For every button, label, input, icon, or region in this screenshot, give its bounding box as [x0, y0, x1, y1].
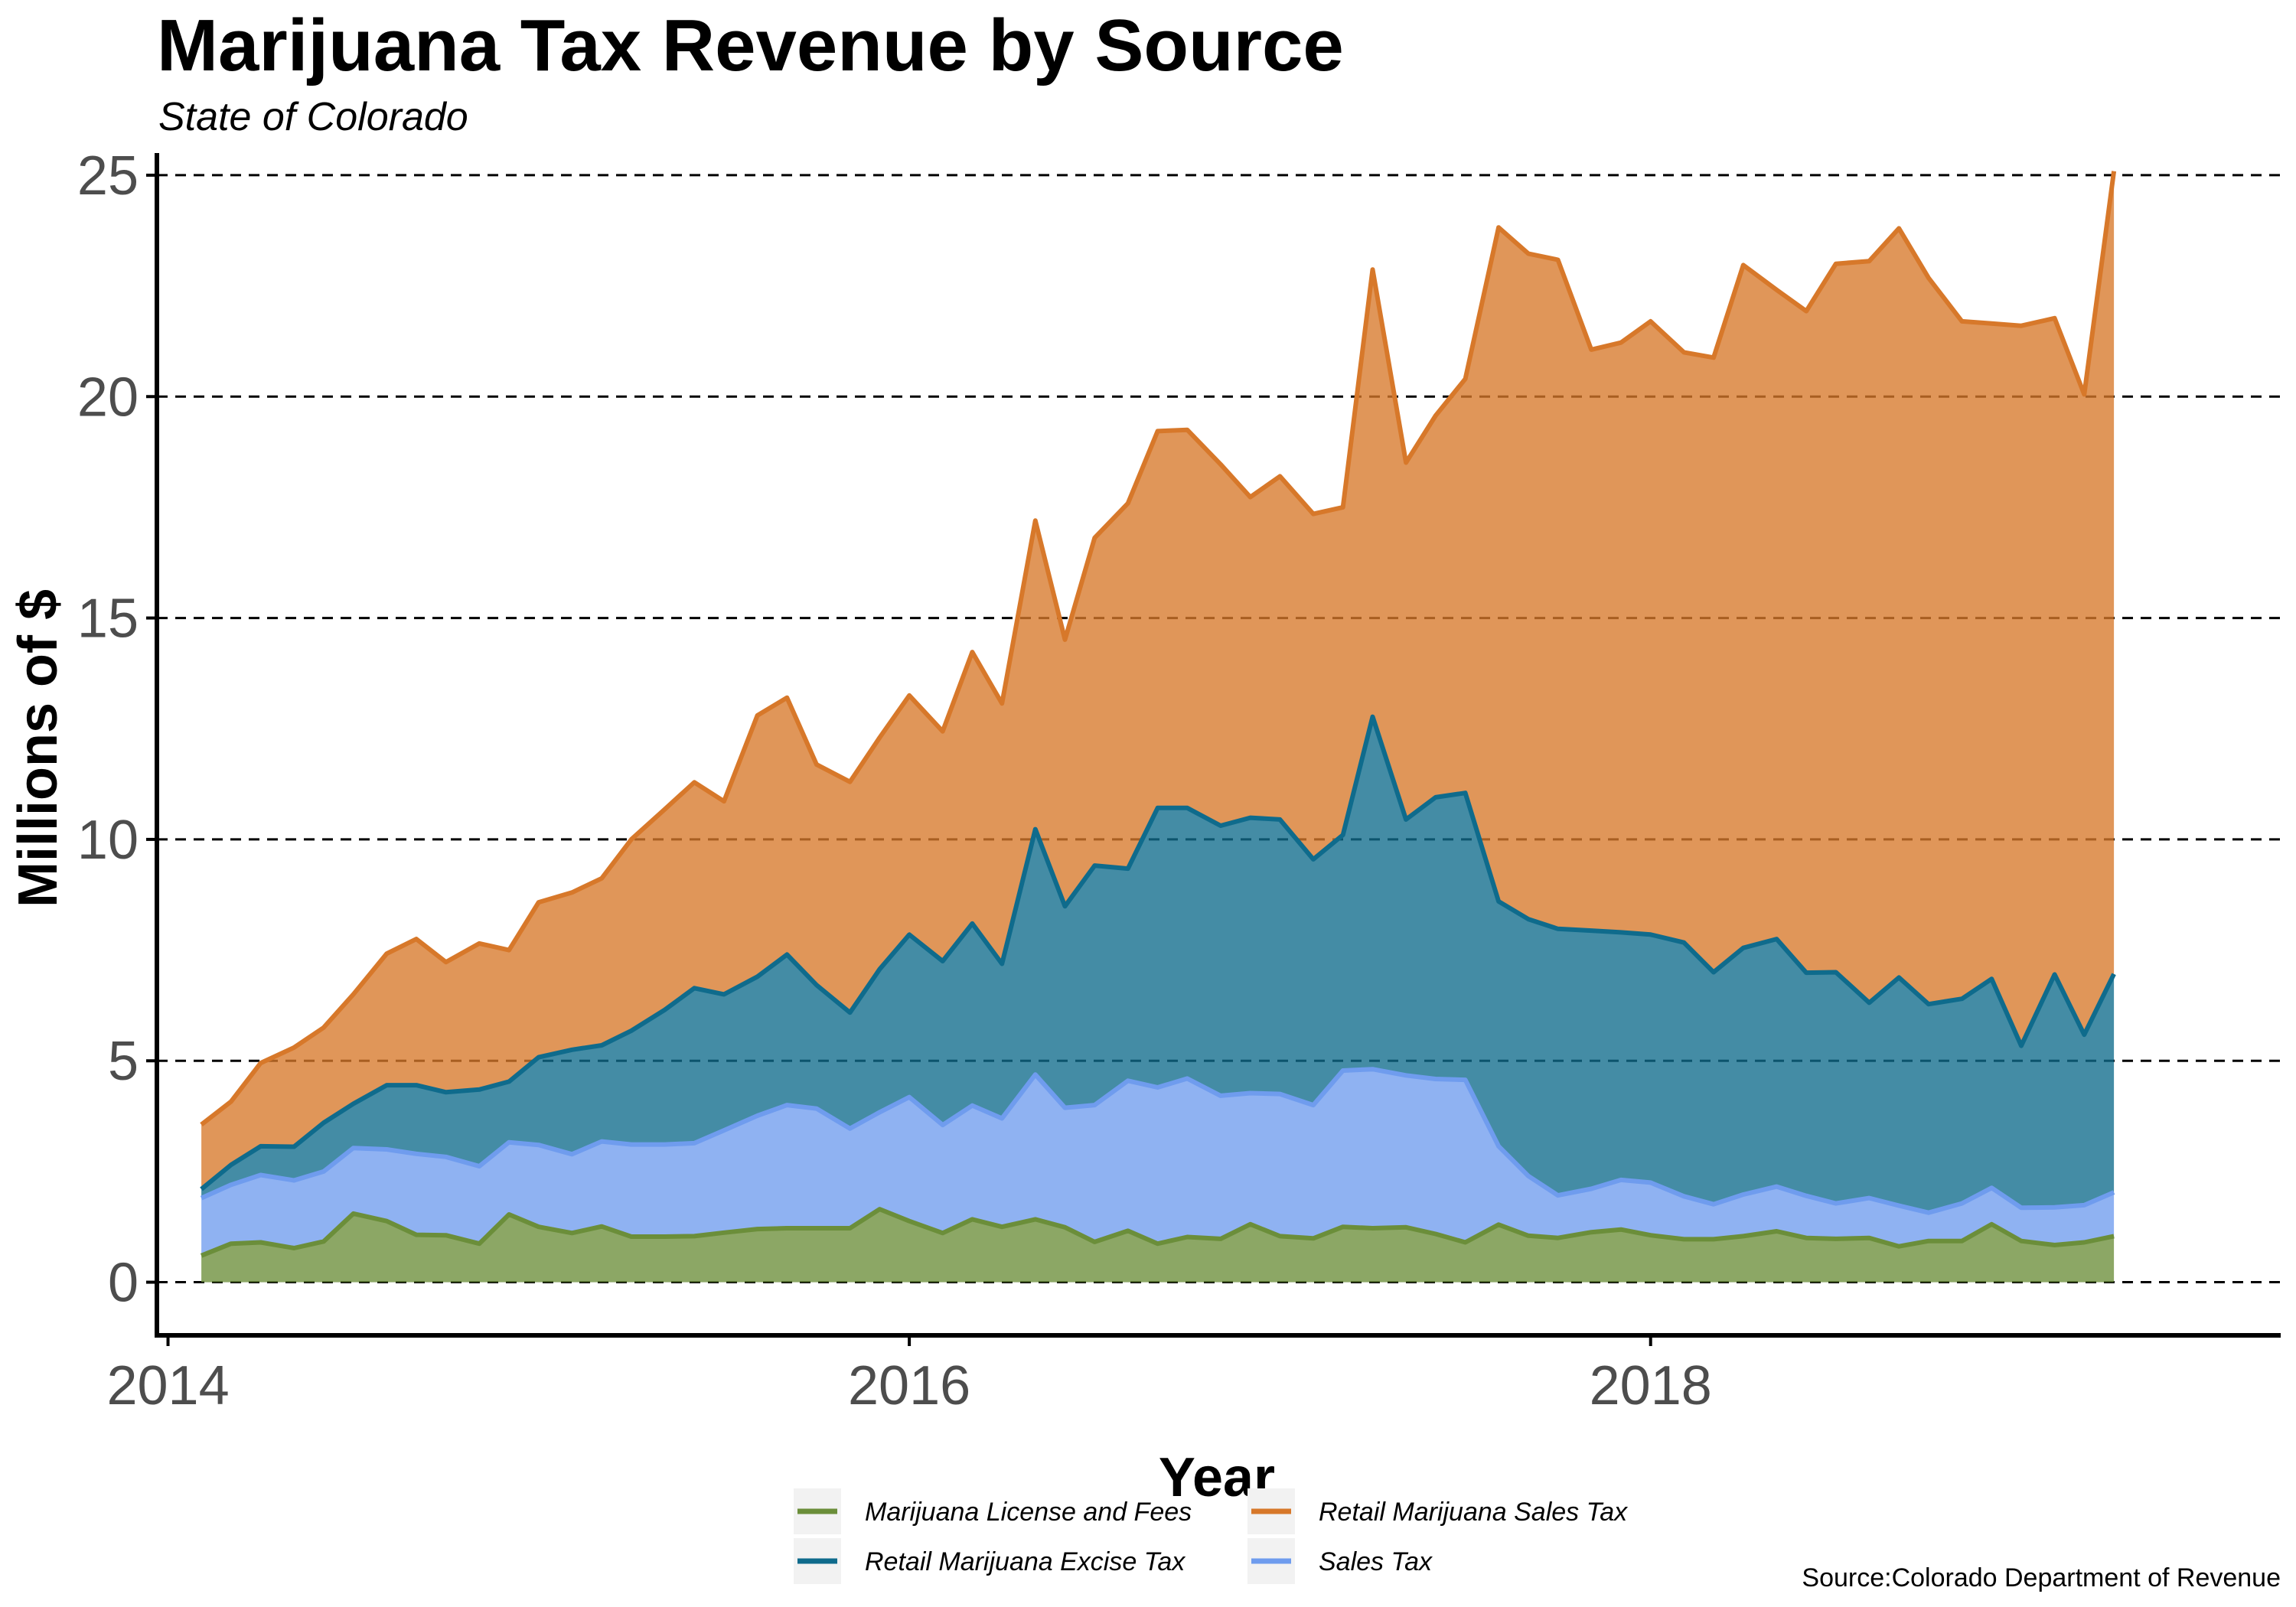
- y-tick-label: 0: [108, 1253, 139, 1314]
- area-series: [201, 171, 2115, 1283]
- y-tick-label: 15: [77, 588, 139, 650]
- legend: Marijuana License and Fees Retail Marijua…: [794, 1488, 1628, 1584]
- x-axis-ticks: 2014 2016 2018: [106, 1335, 1712, 1416]
- x-tick-label: 2016: [848, 1355, 970, 1416]
- area-retail-marijuana-sales-tax: [201, 171, 2115, 1190]
- y-tick-label: 20: [77, 367, 139, 428]
- line-retail-marijuana-excise-tax: [200, 714, 2116, 1191]
- legend-label: Marijuana License and Fees: [865, 1498, 1192, 1527]
- x-tick-label: 2018: [1590, 1355, 1712, 1416]
- area-sales-tax: [201, 1069, 2115, 1256]
- chart-subtitle: State of Colorado: [158, 95, 468, 139]
- legend-label: Retail Marijuana Excise Tax: [865, 1547, 1186, 1576]
- y-tick-label: 25: [77, 145, 139, 207]
- line-retail-marijuana-sales-tax: [200, 171, 2117, 1126]
- chart-title: Marijuana Tax Revenue by Source: [157, 5, 1344, 86]
- legend-label: Sales Tax: [1319, 1547, 1433, 1576]
- line-sales-tax: [200, 1067, 2115, 1215]
- y-tick-label: 5: [108, 1031, 139, 1092]
- y-axis-ticks: 0 5 10 15 20 25: [77, 145, 157, 1314]
- chart-caption: Source:Colorado Department of Revenue: [1802, 1563, 2281, 1592]
- y-tick-label: 10: [77, 810, 139, 871]
- x-tick-label: 2014: [106, 1355, 229, 1416]
- legend-label: Retail Marijuana Sales Tax: [1319, 1498, 1628, 1527]
- series-lines: [200, 171, 2117, 1258]
- line-marijuana-license-and-fees: [200, 1207, 2115, 1258]
- area-retail-marijuana-excise-tax: [201, 716, 2115, 1213]
- y-axis-title: Millions of $: [8, 589, 69, 908]
